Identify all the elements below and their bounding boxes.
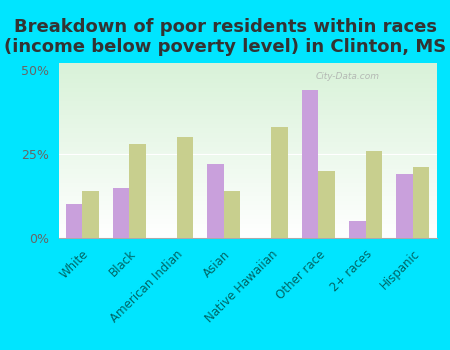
Bar [396,174,413,238]
Text: Breakdown of poor residents within races
(income below poverty level) in Clinton: Breakdown of poor residents within races… [4,18,446,56]
Bar [130,144,146,238]
Bar [349,221,365,238]
Bar [82,191,99,238]
Bar [413,167,429,238]
Bar [207,164,224,238]
Text: City-Data.com: City-Data.com [315,72,379,81]
Bar [113,188,130,238]
Bar [365,150,382,238]
Bar [302,90,318,238]
Bar [271,127,288,238]
Bar [224,191,240,238]
Bar [319,171,335,238]
Bar [176,137,193,238]
Bar [66,204,82,238]
